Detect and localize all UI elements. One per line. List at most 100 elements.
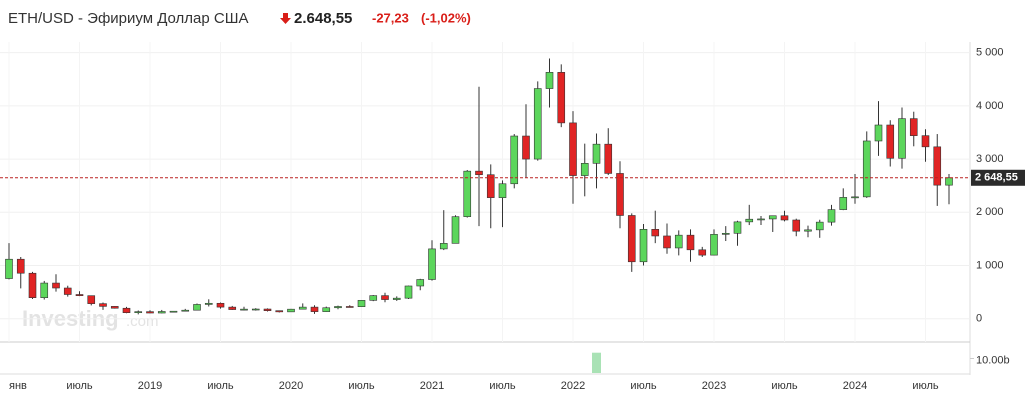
candle-body bbox=[733, 221, 742, 234]
candle-body bbox=[110, 306, 119, 309]
price-tag bbox=[971, 169, 1025, 186]
candle-body bbox=[369, 295, 378, 301]
candle-body bbox=[204, 302, 213, 305]
candle-body bbox=[945, 177, 953, 186]
candle-body bbox=[839, 197, 848, 210]
candle-body bbox=[710, 234, 718, 256]
candle-body bbox=[874, 124, 883, 142]
candle-body bbox=[898, 118, 906, 159]
candle-body bbox=[216, 302, 225, 308]
candle-body bbox=[651, 229, 660, 237]
candle-body bbox=[627, 215, 636, 263]
x-tick-label: 2020 bbox=[279, 380, 303, 392]
candle-body bbox=[780, 215, 789, 221]
candle-body bbox=[40, 282, 49, 298]
candle-body bbox=[533, 88, 542, 160]
candle-body bbox=[169, 310, 178, 313]
x-tick-label: июль bbox=[207, 380, 234, 392]
x-tick-label: июль bbox=[630, 380, 657, 392]
candle-body bbox=[99, 303, 107, 307]
volume-tick-label: 10.00b bbox=[976, 354, 1010, 366]
candle-body bbox=[909, 118, 918, 136]
candle-body bbox=[439, 243, 448, 250]
candle-body bbox=[75, 294, 84, 296]
x-tick-label: 2019 bbox=[138, 380, 162, 392]
down-arrow bbox=[280, 13, 291, 24]
candle-body bbox=[557, 72, 566, 124]
candle-body bbox=[921, 135, 930, 148]
x-tick-label: июль bbox=[912, 380, 939, 392]
candle-body bbox=[486, 174, 495, 198]
candle-body bbox=[404, 285, 413, 299]
candle-body bbox=[674, 234, 683, 249]
candle-body bbox=[87, 295, 96, 304]
x-tick-label: июль bbox=[489, 380, 516, 392]
candle-body bbox=[322, 307, 331, 312]
x-tick-label: 2024 bbox=[843, 380, 867, 392]
candle-body bbox=[334, 306, 342, 309]
candle-body bbox=[580, 163, 589, 176]
candle-body bbox=[686, 234, 695, 251]
candle-body bbox=[862, 140, 871, 198]
x-tick-label: июль bbox=[66, 380, 93, 392]
candle-body bbox=[886, 124, 895, 159]
x-tick-label: 2023 bbox=[702, 380, 726, 392]
candle-body bbox=[63, 287, 72, 295]
candle-body bbox=[604, 143, 613, 174]
candle-body bbox=[345, 306, 354, 308]
change: -27,23 bbox=[372, 10, 409, 25]
candle-body bbox=[392, 297, 401, 300]
candle-body bbox=[721, 233, 730, 235]
volume-bar bbox=[592, 352, 601, 373]
x-tick-label: июль bbox=[771, 380, 798, 392]
candle-body bbox=[757, 218, 765, 221]
candle-body bbox=[498, 183, 507, 198]
candle-body bbox=[545, 72, 554, 89]
candle-body bbox=[287, 308, 295, 313]
candle-body bbox=[933, 146, 942, 186]
candle-body bbox=[792, 219, 801, 232]
candle-body bbox=[228, 306, 237, 310]
candle-body bbox=[463, 170, 472, 217]
price: 2.648,55 bbox=[294, 10, 352, 27]
candle-body bbox=[193, 304, 201, 311]
candle-body bbox=[357, 300, 366, 307]
candle-body bbox=[616, 173, 624, 216]
candle-body bbox=[263, 308, 272, 311]
candle-body bbox=[381, 295, 389, 300]
price-tag-label: 2 648,55 bbox=[975, 172, 1018, 184]
candle-body bbox=[639, 229, 648, 263]
candle-body bbox=[28, 272, 37, 298]
candle-body bbox=[52, 282, 60, 289]
candle-body bbox=[592, 143, 601, 164]
candle-body bbox=[827, 209, 836, 223]
x-tick-label: янв bbox=[9, 380, 27, 392]
y-tick-label: 3 000 bbox=[976, 153, 1004, 165]
candle-body bbox=[5, 258, 13, 279]
candle-body bbox=[698, 249, 707, 256]
candle-body bbox=[815, 221, 824, 231]
candle-body bbox=[122, 307, 131, 314]
candle-body bbox=[310, 306, 319, 312]
candle-body bbox=[522, 135, 530, 160]
candle-body bbox=[510, 135, 519, 185]
candle-body bbox=[475, 170, 483, 176]
y-tick-label: 5 000 bbox=[976, 47, 1004, 59]
candle-body bbox=[851, 196, 859, 199]
candle-body bbox=[134, 311, 143, 314]
title: ETH/USD - Эфириум Доллар США bbox=[8, 10, 248, 27]
candle-body bbox=[157, 311, 166, 314]
candle-body bbox=[569, 122, 577, 176]
candle-body bbox=[451, 216, 460, 244]
y-tick-label: 4 000 bbox=[976, 100, 1004, 112]
y-tick-label: 2 000 bbox=[976, 206, 1004, 218]
candle-body bbox=[251, 308, 260, 311]
candle-body bbox=[146, 311, 154, 314]
x-tick-label: 2022 bbox=[561, 380, 585, 392]
candle-body bbox=[804, 229, 812, 232]
x-tick-label: 2021 bbox=[420, 380, 444, 392]
candle-body bbox=[768, 215, 777, 220]
candle-body bbox=[181, 309, 190, 312]
candle-body bbox=[428, 248, 436, 280]
